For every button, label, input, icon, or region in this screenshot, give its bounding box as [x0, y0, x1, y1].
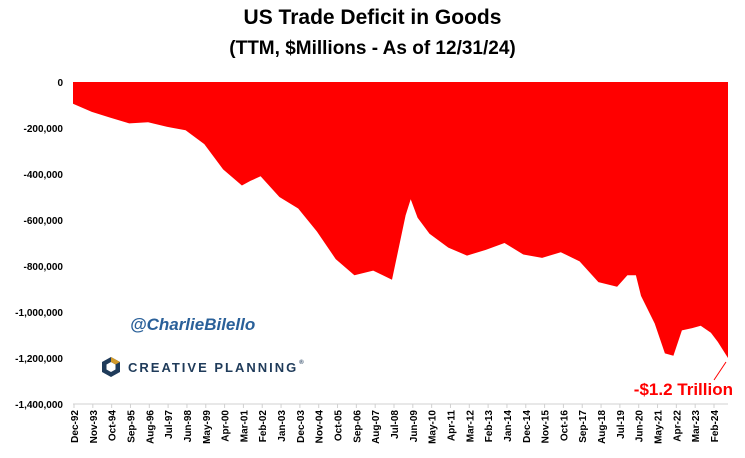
x-tick-label: Sep-95	[126, 410, 137, 443]
y-tick-label: -400,000	[24, 170, 64, 181]
x-tick-label: Feb-13	[484, 410, 495, 443]
x-tick-label: Sep-17	[578, 410, 589, 443]
x-tick-label: May-21	[654, 410, 665, 444]
x-tick-label: Jul-97	[164, 410, 175, 439]
y-tick-label: -600,000	[24, 216, 64, 227]
x-tick-label: Mar-12	[465, 410, 476, 443]
x-tick-label: Feb-24	[710, 410, 721, 443]
x-tick-label: Jun-20	[635, 410, 646, 443]
x-tick-label: May-10	[428, 410, 439, 444]
x-tick-label: Dec-92	[70, 410, 81, 443]
x-tick-label: Jun-09	[409, 410, 420, 443]
chart-subtitle: (TTM, $Millions - As of 12/31/24)	[229, 38, 516, 59]
y-tick-label: -200,000	[24, 124, 64, 135]
x-tick-label: Jul-19	[616, 410, 627, 439]
x-tick-label: Apr-00	[221, 410, 232, 442]
x-tick-label: Oct-16	[559, 410, 570, 442]
x-tick-label: Dec-03	[296, 410, 307, 443]
annotation-leader-line	[713, 361, 727, 381]
chart-title: US Trade Deficit in Goods	[243, 6, 502, 29]
x-tick-label: Apr-11	[446, 410, 457, 442]
x-tick-label: Aug-18	[597, 410, 608, 444]
x-tick-label: Aug-96	[145, 410, 156, 444]
x-tick-label: Feb-02	[258, 410, 269, 443]
x-tick-label: Oct-05	[334, 410, 345, 442]
x-tick-label: Nov-04	[315, 410, 326, 444]
x-tick-label: Nov-93	[89, 410, 100, 444]
x-tick-label: Apr-22	[672, 410, 683, 442]
x-tick-label: Jan-14	[503, 410, 514, 442]
y-tick-label: -800,000	[24, 262, 64, 273]
x-tick-label: May-99	[202, 410, 213, 444]
trillion-annotation: -$1.2 Trillion	[633, 380, 733, 399]
x-tick-label: Oct-94	[108, 410, 119, 442]
brand-icon	[102, 357, 120, 377]
x-tick-label: Jan-03	[277, 410, 288, 442]
x-tick-label: Mar-23	[691, 410, 702, 443]
x-tick-label: Mar-01	[239, 410, 250, 443]
x-tick-label: Sep-06	[352, 410, 363, 443]
x-tick-label: Jul-08	[390, 410, 401, 439]
author-handle: @CharlieBilello	[130, 315, 256, 334]
brand-name: CREATIVE PLANNING®	[128, 359, 306, 375]
y-tick-label: 0	[57, 78, 63, 89]
brand-logo: CREATIVE PLANNING®	[100, 356, 306, 378]
x-tick-label: Aug-07	[371, 410, 382, 444]
x-tick-label: Jun-98	[183, 410, 194, 443]
y-tick-label: -1,400,000	[15, 400, 63, 411]
x-tick-label: Nov-15	[541, 410, 552, 444]
y-tick-label: -1,000,000	[15, 308, 63, 319]
x-tick-label: Dec-14	[522, 410, 533, 443]
y-tick-label: -1,200,000	[15, 354, 63, 365]
deficit-area-series	[73, 82, 728, 358]
